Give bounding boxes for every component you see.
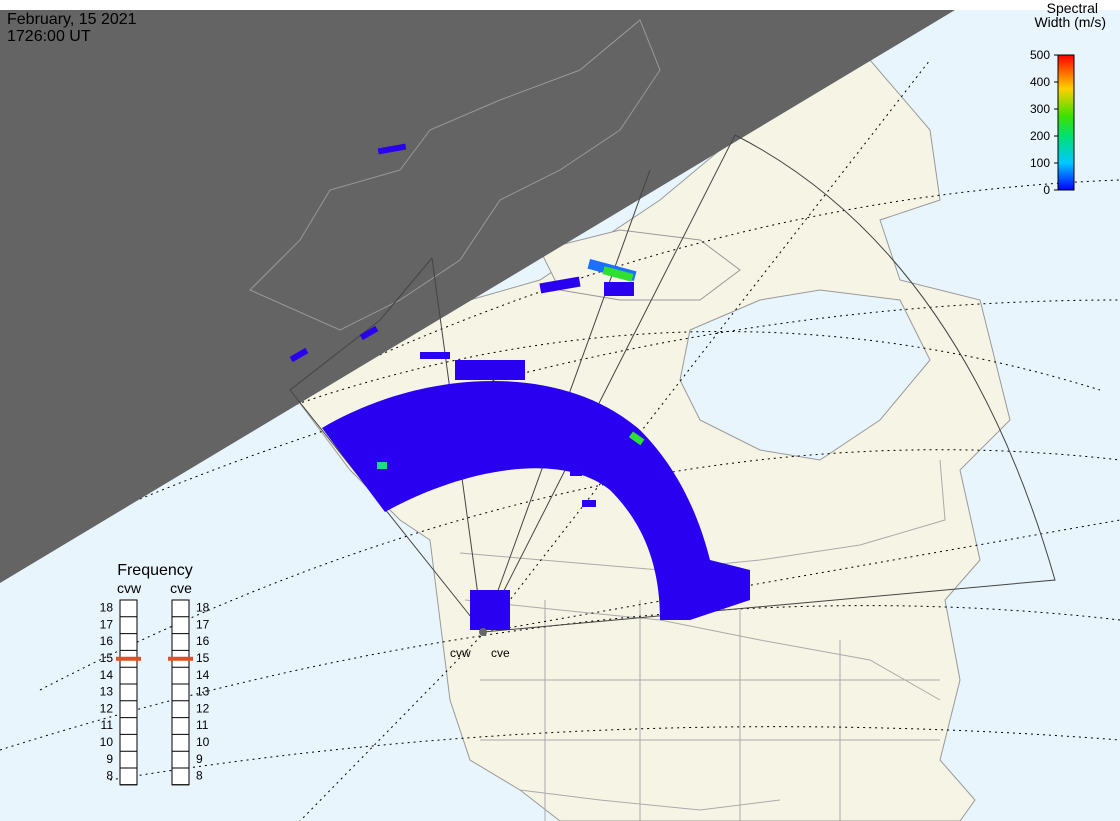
radar-site	[479, 628, 487, 636]
frequency-tick-label: 14	[196, 668, 210, 682]
night-coastline	[249, 19, 661, 331]
frequency-tick-label: 8	[106, 769, 113, 783]
radar-label: cvw	[450, 646, 471, 660]
time: 1726:00 UT	[7, 28, 91, 45]
date: February, 15 2021	[7, 11, 137, 28]
radar-label: cve	[491, 646, 510, 660]
night-shading	[0, 10, 955, 583]
frequency-tick-label: 10	[100, 735, 114, 749]
colorbar-tick-label: 500	[1030, 48, 1050, 62]
borders	[459, 459, 946, 821]
frequency-tick-label: 17	[100, 617, 114, 631]
frequency-tick-label: 10	[196, 735, 210, 749]
colorbar-tick-label: 100	[1030, 156, 1050, 170]
frequency-radar: cvw	[117, 580, 142, 596]
island	[539, 229, 741, 301]
frequency-tick-label: 12	[196, 701, 210, 715]
frequency-tick-label: 11	[196, 718, 209, 732]
colorbar-title: Width (m/s)	[1034, 14, 1106, 30]
frequency-column	[119, 599, 138, 786]
hudson-bay	[679, 289, 931, 461]
frequency-title: Frequency	[117, 562, 193, 579]
colorbar-tick-label: 300	[1030, 102, 1050, 116]
colorbar-tick-label: 200	[1030, 129, 1050, 143]
frequency-tick-label: 18	[196, 601, 210, 615]
colorbar-tick-label: 0	[1043, 183, 1050, 197]
colorbar	[1057, 54, 1075, 191]
frequency-tick-label: 9	[106, 752, 113, 766]
colorbar-ticks: 0 100 200 300 400 500	[1030, 48, 1058, 197]
colorbar-title: Spectral	[1047, 0, 1098, 16]
frequency-tick-label: 16	[100, 634, 114, 648]
frequency-tick-label: 13	[196, 685, 210, 699]
frequency-tick-label: 9	[196, 752, 203, 766]
frequency-tick-label: 12	[100, 701, 114, 715]
frequency-tick-label: 17	[196, 617, 210, 631]
frequency-tick-label: 15	[196, 651, 210, 665]
frequency-tick-label: 14	[100, 668, 114, 682]
frequency-tick-label: 8	[196, 769, 203, 783]
frequency-scale: 8 8 9 9 10 10 11 11 12 12 13 13 14 14 15 15 16 16 17 17 18 18	[100, 599, 210, 786]
frequency-tick-label: 15	[100, 651, 114, 665]
frequency-tick-label: 16	[196, 634, 210, 648]
frequency-tick-label: 18	[100, 601, 114, 615]
backscatter	[289, 143, 750, 630]
frequency-tick-label: 13	[100, 685, 114, 699]
colorbar-tick-label: 400	[1030, 75, 1050, 89]
frequency-column	[171, 599, 190, 786]
frequency-tick-label: 11	[101, 718, 114, 732]
frequency-radar: cve	[170, 580, 192, 596]
land	[289, 59, 1011, 821]
